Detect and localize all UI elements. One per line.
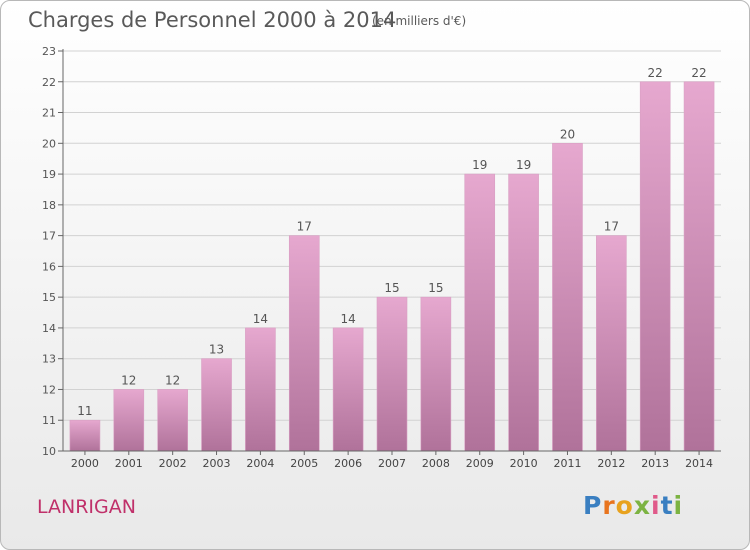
data-label: 15: [384, 281, 399, 295]
y-tick-label: 17: [42, 230, 56, 243]
x-tick-label: 2010: [510, 457, 538, 470]
y-tick-label: 22: [42, 76, 56, 89]
data-label: 12: [121, 373, 136, 387]
x-tick-label: 2012: [597, 457, 625, 470]
bar: [157, 389, 188, 452]
x-tick-label: 2013: [641, 457, 669, 470]
data-label: 11: [77, 404, 92, 418]
data-label: 22: [648, 66, 663, 80]
data-label: 19: [472, 158, 487, 172]
bar: [113, 389, 145, 452]
y-tick-label: 10: [42, 445, 56, 458]
bar: [683, 81, 715, 452]
chart-title: Charges de Personnel 2000 à 2014: [28, 8, 397, 32]
bar: [420, 296, 452, 452]
logo-letter: o: [615, 491, 634, 520]
y-tick-label: 18: [42, 199, 56, 212]
y-tick-label: 19: [42, 168, 56, 181]
data-label: 20: [560, 127, 575, 141]
data-label: 15: [428, 281, 443, 295]
bar: [552, 143, 583, 452]
logo-letter: t: [660, 491, 674, 520]
bar: [464, 173, 496, 452]
bar: [376, 296, 408, 452]
chart-subtitle: (en milliers d'€): [372, 14, 467, 28]
x-tick-label: 2006: [334, 457, 362, 470]
data-label: 22: [691, 66, 706, 80]
x-tick-label: 2000: [71, 457, 99, 470]
x-tick-label: 2014: [685, 457, 713, 470]
bar: [332, 327, 364, 452]
y-tick-label: 13: [42, 353, 56, 366]
x-tick-label: 2008: [422, 457, 450, 470]
x-tick-label: 2002: [159, 457, 187, 470]
logo-letter: i: [673, 491, 684, 520]
x-tick-label: 2001: [115, 457, 143, 470]
data-label: 14: [340, 312, 355, 326]
logo-letter: P: [583, 491, 603, 520]
bar: [201, 358, 232, 452]
data-label: 17: [604, 220, 619, 234]
y-tick-label: 14: [42, 322, 56, 335]
bar: [288, 235, 320, 452]
bar: [69, 419, 101, 452]
data-label: 19: [516, 158, 531, 172]
x-tick-label: 2011: [553, 457, 581, 470]
data-label: 14: [253, 312, 268, 326]
y-tick-label: 15: [42, 291, 56, 304]
y-tick-label: 16: [42, 260, 56, 273]
y-tick-label: 23: [42, 45, 56, 58]
y-tick-label: 21: [42, 107, 56, 120]
bar: [508, 173, 539, 452]
logo-letter: i: [651, 491, 661, 520]
x-tick-label: 2005: [290, 457, 318, 470]
x-tick-label: 2004: [246, 457, 274, 470]
y-tick-label: 11: [42, 414, 56, 427]
x-tick-label: 2003: [203, 457, 231, 470]
bar: [639, 81, 671, 452]
data-label: 12: [165, 373, 180, 387]
proxiti-logo: Proxiti: [583, 491, 683, 520]
y-tick-label: 20: [42, 137, 56, 150]
commune-name: LANRIGAN: [37, 496, 136, 518]
y-tick-label: 12: [42, 383, 56, 396]
logo-letter: r: [602, 491, 616, 520]
bar: [245, 327, 276, 452]
x-tick-label: 2009: [466, 457, 494, 470]
data-label: 17: [297, 220, 312, 234]
x-tick-label: 2007: [378, 457, 406, 470]
data-label: 13: [209, 343, 224, 357]
logo-letter: x: [633, 491, 651, 520]
bar: [596, 235, 627, 452]
